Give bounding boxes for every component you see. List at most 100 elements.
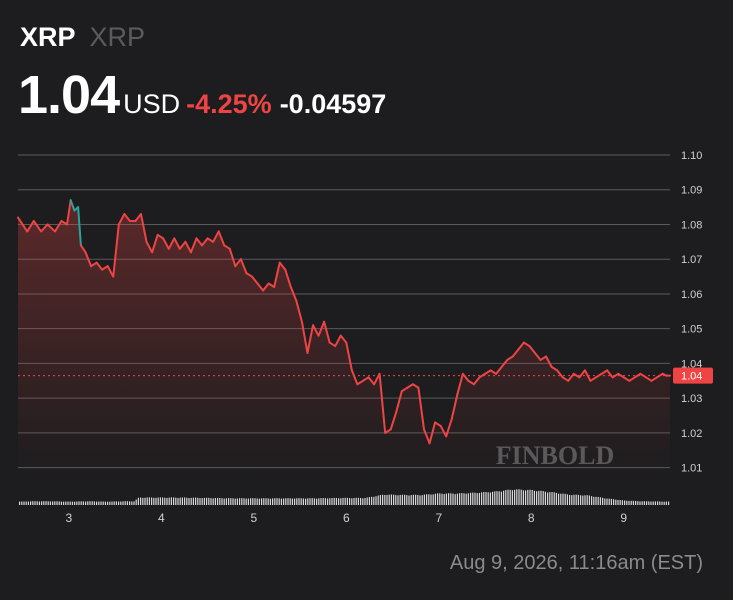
volume-bar — [371, 496, 373, 505]
x-tick-label: 3 — [66, 511, 73, 525]
volume-bar — [329, 498, 331, 505]
volume-bar — [663, 501, 665, 505]
price-segment — [250, 275, 259, 285]
volume-bar — [115, 501, 117, 505]
current-price-marker: 1.04 — [18, 367, 713, 384]
price-segment — [622, 376, 631, 382]
x-tick-label: 5 — [250, 511, 257, 525]
volume-bar — [298, 498, 300, 505]
volume-bar — [564, 493, 566, 505]
price-segment — [162, 237, 170, 250]
volume-bar — [159, 497, 161, 505]
volume-bar — [186, 497, 188, 505]
volume-bar — [511, 490, 513, 505]
volume-bar — [52, 501, 54, 505]
volume-bar — [595, 496, 597, 505]
volume-bar — [100, 501, 102, 505]
volume-bar — [639, 501, 641, 505]
volume-bar — [58, 501, 60, 505]
volume-bar — [558, 493, 560, 505]
volume-bar — [401, 494, 403, 505]
volume-bar — [232, 498, 234, 505]
price-segment — [217, 230, 226, 247]
volume-bar — [241, 498, 243, 505]
volume-bar — [505, 490, 507, 505]
currency-label: USD — [123, 89, 181, 119]
volume-bar — [151, 497, 153, 505]
price-segment — [334, 334, 342, 348]
volume-bar — [74, 501, 76, 505]
volume-bar — [615, 499, 617, 505]
change-percent: -4.25% — [186, 89, 272, 119]
volume-bars — [19, 489, 670, 505]
volume-bar — [452, 493, 454, 505]
volume-bar — [412, 494, 414, 505]
price-segment — [506, 355, 514, 361]
price-segment — [417, 386, 425, 431]
volume-bar — [375, 496, 377, 505]
volume-bar — [443, 494, 445, 505]
price-segment — [384, 428, 392, 434]
price-segment — [84, 251, 93, 268]
volume-bar — [287, 498, 289, 505]
volume-bar — [126, 501, 128, 505]
volume-bar — [397, 495, 399, 505]
volume-bar — [571, 495, 573, 505]
volume-bar — [289, 498, 291, 505]
volume-bar — [454, 494, 456, 505]
price-segment — [178, 240, 187, 250]
volume-bar — [591, 496, 593, 505]
price-segment — [495, 365, 503, 375]
volume-bar — [349, 498, 351, 505]
volume-bar — [197, 497, 199, 505]
volume-bar — [291, 498, 293, 505]
price-segment — [533, 352, 542, 361]
volume-bar — [170, 497, 172, 505]
volume-bar — [492, 491, 494, 505]
volume-bar — [553, 492, 555, 505]
price-segment — [295, 299, 303, 323]
price-segment — [611, 372, 620, 379]
volume-bar — [54, 501, 56, 505]
volume-bar — [294, 498, 296, 505]
volume-bar — [437, 493, 439, 505]
volume-bar — [217, 497, 219, 505]
volume-bar — [203, 497, 205, 505]
y-tick-label: 1.02 — [681, 428, 702, 440]
price-segment — [545, 355, 553, 368]
volume-bar — [214, 498, 216, 505]
volume-bar — [175, 497, 177, 505]
volume-bar — [276, 498, 278, 505]
volume-bar — [445, 493, 447, 505]
current-price-label: 1.04 — [681, 371, 702, 383]
x-tick-label: 4 — [158, 511, 165, 525]
volume-bar — [423, 494, 425, 505]
price-segment — [79, 244, 87, 254]
volume-bar — [419, 495, 421, 505]
volume-bar — [461, 493, 463, 505]
y-tick-label: 1.07 — [681, 254, 702, 266]
volume-bar — [278, 498, 280, 505]
y-tick-label: 1.06 — [681, 289, 702, 301]
price-segment — [256, 282, 265, 292]
volume-bar — [476, 493, 478, 505]
volume-bar — [120, 501, 122, 505]
volume-bar — [496, 491, 498, 505]
price-segment — [26, 220, 35, 233]
volume-bar — [192, 497, 194, 505]
volume-bar — [89, 501, 91, 505]
volume-bar — [267, 498, 269, 505]
volume-bar — [56, 501, 58, 505]
volume-bar — [533, 490, 535, 505]
volume-bar — [201, 498, 203, 505]
volume-bar — [665, 501, 667, 505]
price-segment — [367, 376, 376, 386]
volume-bar — [610, 498, 612, 505]
price-segment — [262, 282, 270, 292]
price-segment — [434, 421, 442, 427]
price-segment — [389, 411, 398, 431]
volume-bar — [547, 492, 549, 505]
volume-bar — [190, 497, 192, 505]
volume-bar — [448, 493, 450, 505]
volume-bar — [102, 501, 104, 505]
